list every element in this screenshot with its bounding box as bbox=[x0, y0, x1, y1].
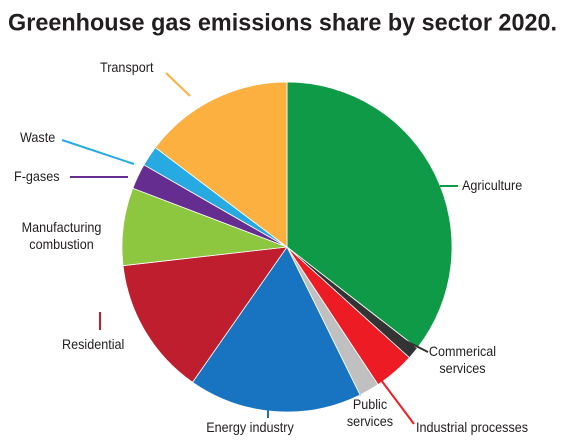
chart-title: Greenhouse gas emissions share by sector… bbox=[8, 9, 557, 36]
slice-label: Waste bbox=[20, 129, 56, 145]
pie-slice bbox=[122, 246, 288, 383]
slice-label: Agriculture bbox=[462, 177, 523, 193]
slice-label: Residential bbox=[62, 336, 125, 352]
leader-line bbox=[61, 139, 135, 165]
slice-label: Transport bbox=[100, 59, 154, 75]
slice-label: Industrial processes bbox=[416, 419, 529, 435]
slice-label: Public services bbox=[346, 396, 394, 429]
pie-slice bbox=[286, 81, 453, 349]
slice-label: Manufacturing combustion bbox=[21, 219, 102, 252]
leader-line bbox=[399, 337, 429, 353]
pie-slice bbox=[191, 246, 361, 413]
slice-label: Commerical services bbox=[428, 343, 497, 376]
pie-slice bbox=[154, 81, 288, 248]
leader-line bbox=[357, 377, 361, 397]
slice-label: F-gases bbox=[14, 168, 60, 184]
leader-line bbox=[165, 72, 191, 97]
slice-label: Energy industry bbox=[206, 419, 294, 435]
leader-line bbox=[371, 367, 415, 425]
